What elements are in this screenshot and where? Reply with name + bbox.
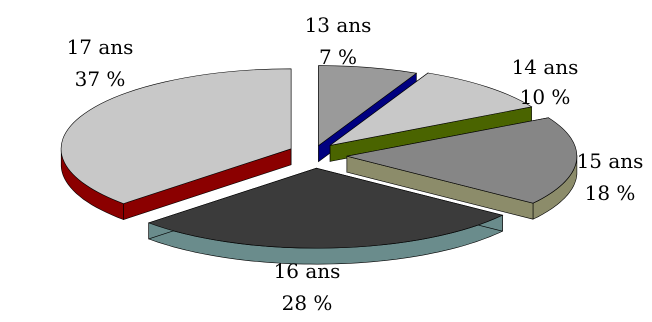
- slice-value-14-ans: 10 %: [520, 85, 571, 109]
- pie-slice-14-ans: [329, 72, 533, 146]
- slice-label-15-ans: 15 ans: [577, 149, 644, 173]
- pie-slice-17-ans: [60, 68, 292, 204]
- slice-label-13-ans: 13 ans: [305, 13, 372, 37]
- pie-slice-13-ans: [318, 65, 418, 147]
- slice-value-16-ans: 28 %: [282, 291, 333, 315]
- slice-value-17-ans: 37 %: [75, 67, 126, 91]
- slice-value-13-ans: 7 %: [319, 45, 357, 69]
- pie-slice-15-ans: [346, 117, 578, 204]
- slice-label-17-ans: 17 ans: [67, 35, 134, 59]
- slice-value-15-ans: 18 %: [585, 181, 636, 205]
- slice-label-16-ans: 16 ans: [274, 259, 341, 283]
- slice-label-14-ans: 14 ans: [512, 55, 579, 79]
- pie-slice-16-ans: [147, 167, 504, 249]
